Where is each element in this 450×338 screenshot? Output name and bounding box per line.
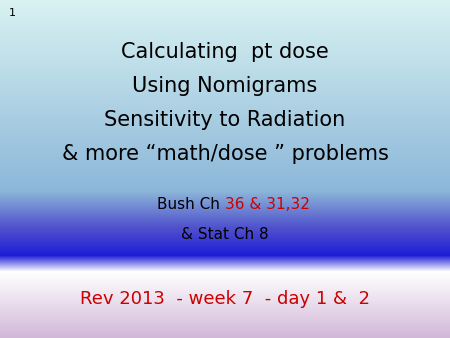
Text: & more “math/dose ” problems: & more “math/dose ” problems bbox=[62, 144, 388, 164]
Text: Sensitivity to Radiation: Sensitivity to Radiation bbox=[104, 110, 346, 130]
Text: Calculating  pt dose: Calculating pt dose bbox=[121, 42, 329, 63]
Text: & Stat Ch 8: & Stat Ch 8 bbox=[181, 227, 269, 242]
Text: Using Nomigrams: Using Nomigrams bbox=[132, 76, 318, 96]
Text: 36 & 31,32: 36 & 31,32 bbox=[225, 197, 310, 212]
Text: Bush Ch: Bush Ch bbox=[157, 197, 225, 212]
Text: Rev 2013  - week 7  - day 1 &  2: Rev 2013 - week 7 - day 1 & 2 bbox=[80, 290, 370, 308]
Text: 1: 1 bbox=[9, 8, 16, 19]
